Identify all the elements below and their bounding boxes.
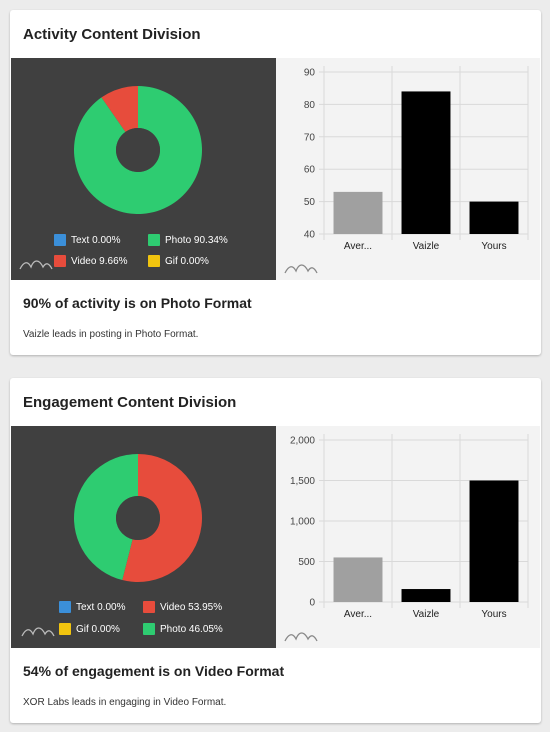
x-tick-label: Yours bbox=[481, 241, 506, 252]
bar-aver bbox=[333, 191, 383, 234]
engagement-bar-chart: 0 500 1,000 1,500 2,000 Aver... Vaizle Yours bbox=[290, 434, 529, 620]
x-tick-label: Aver... bbox=[344, 609, 372, 620]
card-headline: 54% of engagement is on Video Format bbox=[23, 663, 285, 679]
legend-label: Photo 46.05% bbox=[160, 623, 223, 635]
activity-pie-chart bbox=[74, 86, 202, 214]
legend-item-video: Video 9.66% bbox=[54, 255, 128, 267]
legend-item-photo: Photo 46.05% bbox=[143, 623, 223, 635]
legend-swatch bbox=[54, 255, 66, 267]
y-tick-label: 2,000 bbox=[290, 436, 315, 447]
wave-logo-icon bbox=[284, 632, 318, 642]
y-tick-label: 1,000 bbox=[290, 517, 315, 528]
activity-bar-chart: 40 50 60 70 80 90 Aver... Vaizle Yours bbox=[304, 66, 529, 252]
y-tick-label: 60 bbox=[304, 165, 316, 176]
legend-swatch bbox=[143, 601, 155, 613]
legend-label: Text 0.00% bbox=[71, 234, 121, 246]
legend-swatch bbox=[143, 623, 155, 635]
y-tick-label: 500 bbox=[298, 557, 315, 568]
legend-label: Gif 0.00% bbox=[76, 623, 120, 635]
card-title: Engagement Content Division bbox=[23, 394, 237, 411]
y-tick-label: 80 bbox=[304, 100, 316, 111]
bar-aver bbox=[333, 557, 383, 602]
bar-yours bbox=[469, 201, 519, 234]
activity-card: Activity Content Division Text 0.00% Pho… bbox=[10, 10, 541, 355]
card-subtext: Vaizle leads in posting in Photo Format. bbox=[23, 329, 199, 340]
x-tick-label: Vaizle bbox=[413, 241, 440, 252]
pie-slice-video bbox=[122, 454, 202, 582]
legend-item-gif: Gif 0.00% bbox=[148, 255, 209, 267]
x-tick-label: Vaizle bbox=[413, 609, 440, 620]
donut-hole bbox=[116, 496, 160, 540]
y-tick-label: 50 bbox=[304, 197, 316, 208]
y-tick-label: 70 bbox=[304, 132, 316, 143]
pie-panel: Text 0.00% Photo 90.34% Video 9.66% Gif … bbox=[11, 58, 276, 280]
y-tick-label: 1,500 bbox=[290, 476, 315, 487]
wave-logo-icon bbox=[21, 627, 55, 637]
legend-item-gif: Gif 0.00% bbox=[59, 623, 120, 635]
y-tick-label: 0 bbox=[309, 598, 315, 609]
legend-swatch bbox=[59, 601, 71, 613]
pie-slice-video bbox=[101, 86, 138, 132]
y-tick-label: 90 bbox=[304, 68, 316, 79]
engagement-card: Engagement Content Division Text 0.00% V… bbox=[10, 378, 541, 723]
legend-label: Gif 0.00% bbox=[165, 255, 209, 267]
bar-panel: 40 50 60 70 80 90 Aver... Vaizle Yours bbox=[276, 58, 540, 280]
legend-label: Photo 90.34% bbox=[165, 234, 228, 246]
legend-item-text: Text 0.00% bbox=[54, 234, 120, 246]
legend-label: Video 53.95% bbox=[160, 601, 223, 613]
engagement-pie-chart bbox=[74, 454, 202, 582]
legend-swatch bbox=[59, 623, 71, 635]
legend-item-text: Text 0.00% bbox=[59, 601, 125, 613]
bar-vaizle bbox=[401, 91, 451, 234]
legend-label: Text 0.00% bbox=[76, 601, 126, 613]
pie-slice-photo bbox=[74, 86, 202, 214]
legend-swatch bbox=[148, 234, 160, 246]
wave-logo-icon bbox=[19, 260, 53, 270]
wave-logo-icon bbox=[284, 264, 318, 274]
card-headline: 90% of activity is on Photo Format bbox=[23, 295, 252, 311]
x-tick-label: Yours bbox=[481, 609, 506, 620]
legend-item-video: Video 53.95% bbox=[143, 601, 222, 613]
y-tick-label: 40 bbox=[304, 230, 316, 241]
pie-panel: Text 0.00% Video 53.95% Gif 0.00% Photo … bbox=[11, 426, 276, 648]
bar-yours bbox=[469, 480, 519, 602]
card-title: Activity Content Division bbox=[23, 26, 201, 43]
x-tick-label: Aver... bbox=[344, 241, 372, 252]
pie-slice-photo bbox=[74, 454, 138, 581]
bar-panel: 0 500 1,000 1,500 2,000 Aver... Vaizle Yours bbox=[276, 426, 540, 648]
legend-swatch bbox=[54, 234, 66, 246]
legend-label: Video 9.66% bbox=[71, 255, 128, 267]
bar-vaizle bbox=[401, 589, 451, 602]
donut-hole bbox=[116, 128, 160, 172]
legend-swatch bbox=[148, 255, 160, 267]
legend-item-photo: Photo 90.34% bbox=[148, 234, 228, 246]
card-subtext: XOR Labs leads in engaging in Video Form… bbox=[23, 697, 227, 708]
